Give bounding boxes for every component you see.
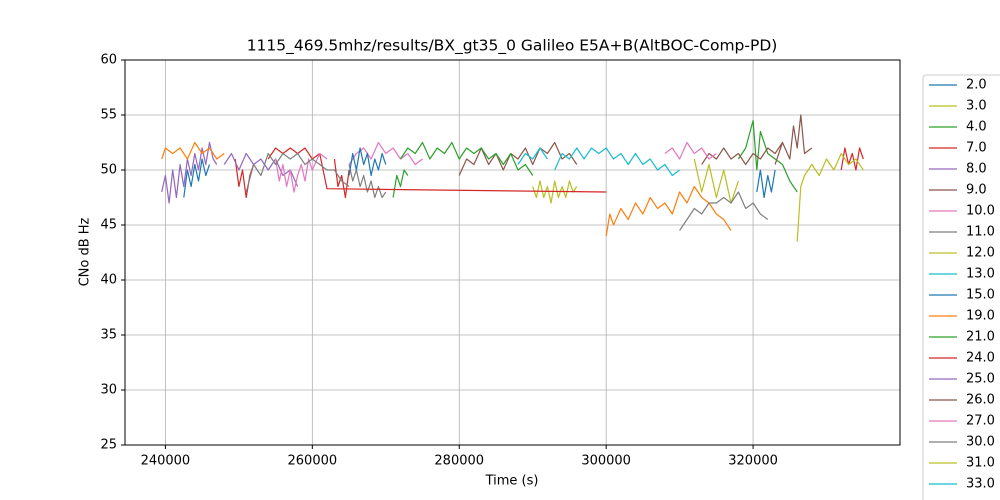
series-line (517, 147, 548, 165)
y-tick-label: 50 (100, 163, 117, 178)
legend-label: 27.0 (966, 414, 995, 429)
y-tick-label: 30 (100, 383, 117, 398)
x-tick-label: 320000 (728, 454, 778, 469)
series-line (223, 152, 299, 187)
legend-label: 24.0 (966, 351, 995, 366)
y-tick-label: 45 (100, 218, 117, 233)
series-line (400, 141, 534, 176)
legend-label: 4.0 (966, 120, 987, 135)
series-line (458, 114, 813, 176)
series-line (796, 152, 864, 242)
legend-label: 25.0 (966, 372, 995, 387)
series-line (701, 142, 783, 166)
legend-box (922, 74, 1000, 500)
series-line (348, 164, 387, 199)
legend-label: 12.0 (966, 246, 995, 261)
series-line (348, 141, 423, 166)
legend-label: 19.0 (966, 309, 995, 324)
legend-label: 15.0 (966, 288, 995, 303)
legend-label: 9.0 (966, 183, 987, 198)
series-line (161, 141, 218, 204)
series-line (532, 180, 578, 204)
series-line (275, 141, 717, 193)
x-tick-label: 260000 (288, 454, 338, 469)
series-line (554, 147, 680, 177)
series-line (267, 147, 607, 193)
legend-label: 7.0 (966, 141, 987, 156)
legend: 2.0 3.0 4.0 7.0 8.0 9.0 10.0 11.0 12.0 13.0 15.0 19… (929, 78, 995, 492)
series-line (348, 147, 776, 199)
legend-label: 10.0 (966, 204, 995, 219)
legend-label: 13.0 (966, 267, 995, 282)
x-tick-label: 240000 (141, 454, 191, 469)
y-tick-label: 40 (100, 273, 117, 288)
grid: 240000 260000 280000 300000 320000 25 30 35 40 45… (100, 53, 900, 469)
series-line (245, 152, 769, 231)
legend-label: 21.0 (966, 330, 995, 345)
series-line (234, 147, 864, 199)
plot-area (161, 114, 864, 242)
y-tick-label: 25 (100, 438, 117, 453)
y-tick-label: 60 (100, 53, 117, 68)
legend-label: 33.0 (966, 477, 995, 492)
x-tick-label: 280000 (434, 454, 484, 469)
y-tick-label: 35 (100, 328, 117, 343)
legend-label: 8.0 (966, 162, 987, 177)
legend-label: 26.0 (966, 393, 995, 408)
legend-label: 2.0 (966, 78, 987, 93)
legend-label: 31.0 (966, 456, 995, 471)
y-tick-label: 55 (100, 108, 117, 123)
x-tick-label: 300000 (581, 454, 631, 469)
series-line (392, 119, 798, 198)
legend-label: 3.0 (966, 99, 987, 114)
axes-frame (124, 59, 901, 446)
chart-title: 1115_469.5mhz/results/BX_gt35_0 Galileo … (247, 37, 778, 56)
legend-label: 11.0 (966, 225, 995, 240)
x-axis-label: Time (s) (485, 474, 539, 489)
series-line (183, 158, 211, 198)
y-axis-label: CNo dB Hz (78, 217, 93, 286)
legend-label: 30.0 (966, 435, 995, 450)
